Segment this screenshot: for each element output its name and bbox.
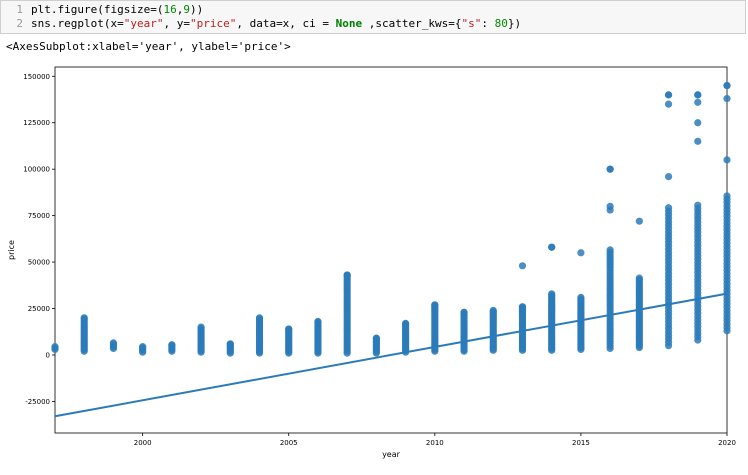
code-token: plt.figure(figsize=(: [31, 3, 164, 16]
y-tick-label: 125000: [23, 119, 50, 127]
axes-frame: [54, 66, 728, 434]
x-axis-label: year: [382, 450, 401, 459]
scatter-point: [664, 91, 673, 99]
y-axis-label: price: [7, 240, 16, 260]
code-token: :: [481, 17, 495, 30]
scatter-point: [606, 165, 614, 173]
scatter-point: [694, 201, 702, 209]
scatter-point: [606, 206, 614, 214]
code-cell[interactable]: 1 plt.figure(figsize=(16,9)) 2 sns.regplot…: [0, 0, 746, 34]
y-tick-label: 50000: [28, 259, 50, 267]
scatter-point: [402, 319, 410, 327]
scatter-point: [694, 91, 702, 99]
output-repr: <AxesSubplot:xlabel='year', ylabel='pric…: [6, 40, 291, 53]
scatter-point: [460, 308, 468, 316]
x-tick-label: 2010: [426, 439, 444, 447]
code-line-1[interactable]: 1 plt.figure(figsize=(16,9)): [1, 3, 203, 17]
scatter-point: [635, 274, 643, 282]
code-token: }): [507, 17, 522, 30]
scatter-points: [51, 81, 731, 357]
scatter-point: [80, 314, 88, 322]
code-token: "price": [189, 17, 237, 30]
scatter-point: [431, 301, 439, 309]
x-tick-label: 2005: [280, 439, 298, 447]
scatter-point: [548, 290, 556, 298]
line-number: 2: [16, 17, 23, 30]
x-tick-label: 2000: [134, 439, 152, 447]
scatter-point: [664, 173, 673, 181]
code-token: sns.regplot(x=: [31, 17, 124, 30]
scatter-point: [168, 341, 176, 349]
code-token: ,: [176, 3, 184, 16]
y-axis-ticks: -25000 0 25000 50000 75000 100000 125000 150000: [23, 73, 55, 406]
code-token: , y=: [163, 17, 190, 30]
y-tick-label: -25000: [25, 398, 50, 406]
scatter-point: [51, 343, 59, 351]
x-tick-label: 2020: [718, 439, 736, 447]
code-token: )): [189, 3, 204, 16]
scatter-point: [109, 339, 118, 347]
scatter-point: [723, 192, 731, 200]
scatter-point: [723, 156, 731, 164]
code-token: , data=x, ci =: [236, 17, 336, 30]
scatter-point: [518, 262, 527, 270]
scatter-point: [577, 293, 585, 301]
scatter-point: [372, 334, 380, 342]
scatter-point: [226, 340, 234, 348]
scatter-point: [577, 249, 585, 257]
scatter-point: [139, 343, 147, 351]
y-tick-label: 0: [46, 351, 50, 359]
x-axis-ticks: 2000 2005 2010 2015 2020: [134, 433, 736, 447]
scatter-point: [664, 204, 673, 212]
scatter-point: [694, 137, 702, 145]
scatter-point: [285, 325, 293, 333]
scatter-point: [606, 246, 614, 254]
y-tick-label: 25000: [28, 305, 50, 313]
y-tick-label: 100000: [23, 166, 50, 174]
scatter-point: [518, 303, 527, 311]
y-tick-label: 150000: [23, 73, 50, 81]
code-token: "year": [123, 17, 164, 30]
y-tick-label: 75000: [28, 212, 50, 220]
scatter-point: [723, 94, 731, 103]
scatter-point: [197, 323, 205, 331]
x-tick-label: 2015: [572, 439, 590, 447]
scatter-point: [664, 100, 673, 108]
scatter-point: [343, 271, 351, 279]
code-token: None: [335, 17, 363, 30]
scatter-point: [694, 119, 702, 127]
scatter-point: [314, 317, 322, 326]
scatter-point: [635, 217, 643, 225]
scatter-point: [489, 306, 497, 314]
scatter-point: [694, 98, 702, 106]
regplot-chart: 2000 2005 2010 2015 2020 -25000 0 25000 50000 75…: [7, 66, 736, 459]
code-token: 16: [163, 3, 177, 16]
scatter-point: [255, 314, 264, 322]
regression-line: [54, 292, 728, 418]
scatter-point: [723, 81, 731, 90]
code-token: ,scatter_kws={: [362, 17, 462, 30]
code-line-2[interactable]: 2 sns.regplot(x="year", y="price", data=x…: [1, 17, 521, 31]
code-token: 80: [494, 17, 508, 30]
code-token: "s": [461, 17, 482, 30]
code-token: 9: [183, 3, 190, 16]
line-number: 1: [16, 3, 23, 16]
scatter-point: [548, 243, 556, 251]
